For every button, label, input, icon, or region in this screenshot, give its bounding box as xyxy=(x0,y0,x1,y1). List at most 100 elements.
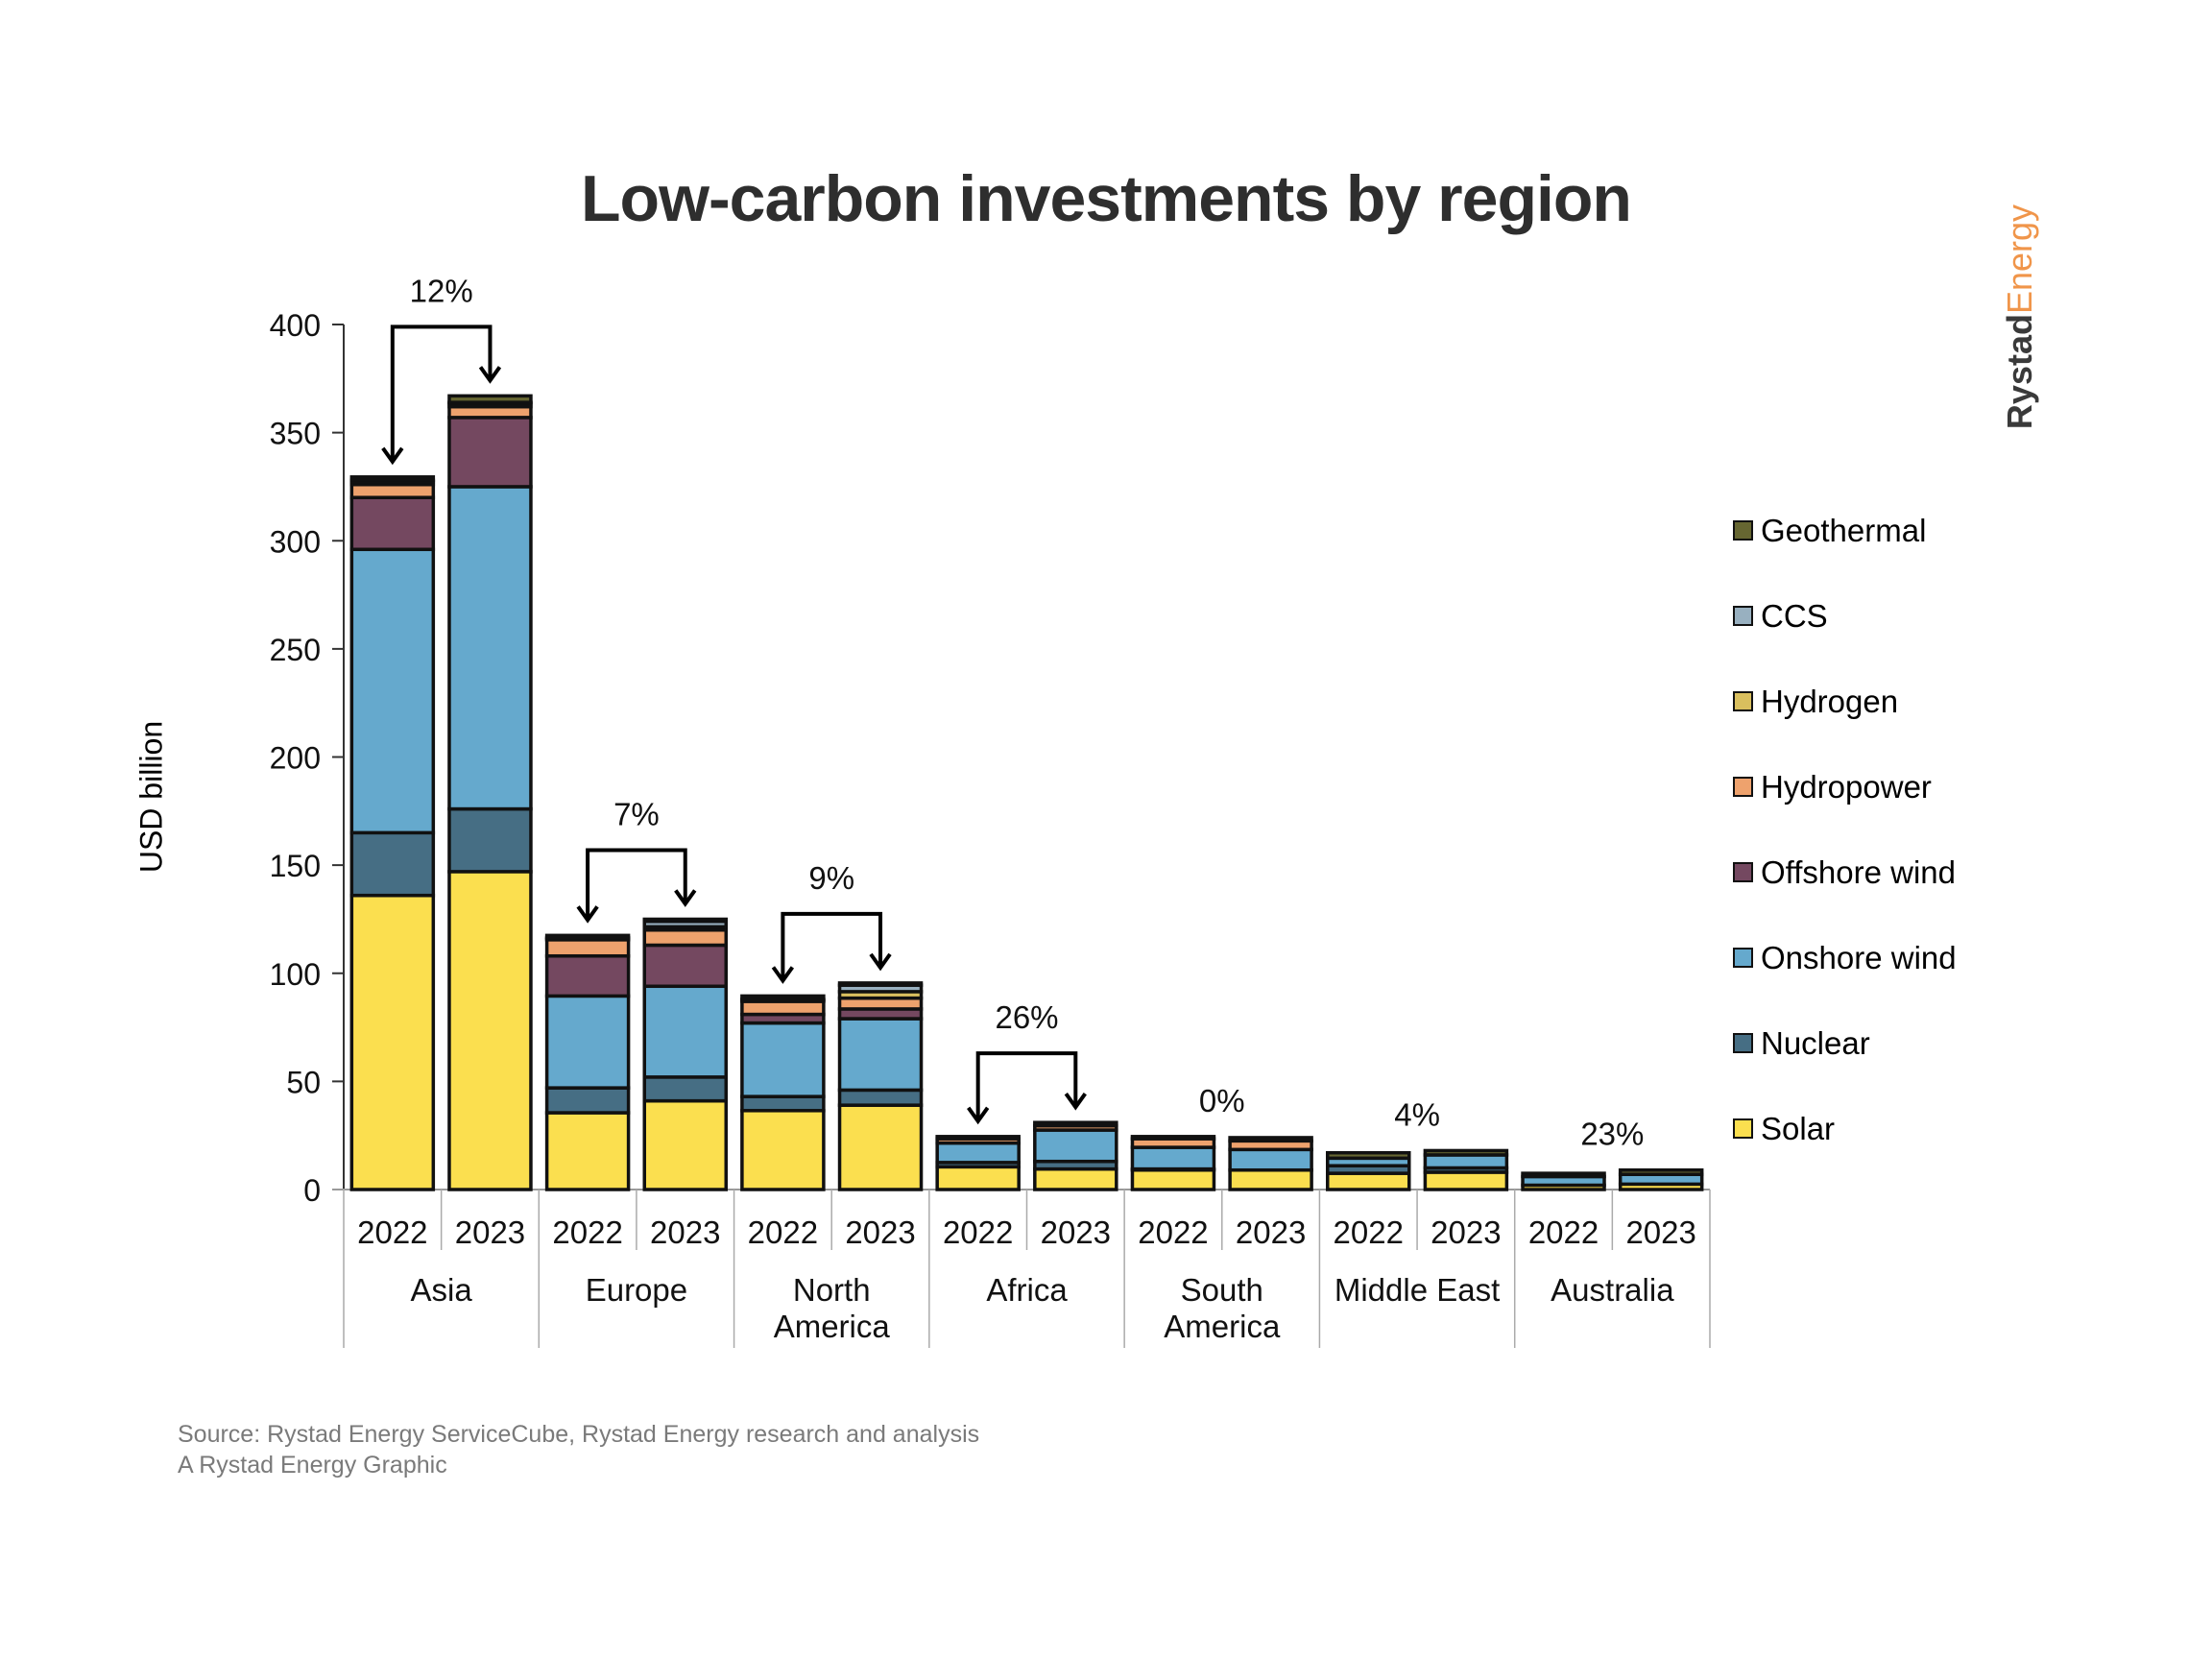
bar-segment-nuclear xyxy=(642,1075,728,1103)
legend-swatch xyxy=(1733,1033,1753,1053)
legend-swatch xyxy=(1733,606,1753,626)
bar-segment-onshore-wind xyxy=(1033,1128,1118,1164)
legend-item: Geothermal xyxy=(1733,488,1957,573)
bar-segment-geothermal xyxy=(740,994,826,1001)
bar-segment-hydropower xyxy=(642,927,728,948)
bar-segment-solar xyxy=(1423,1170,1509,1191)
bar-segment-onshore-wind xyxy=(1423,1153,1509,1170)
legend-swatch xyxy=(1733,948,1753,968)
footer: Source: Rystad Energy ServiceCube, Rysta… xyxy=(178,1419,979,1480)
x-group-label: Europe xyxy=(586,1272,687,1308)
arrow-head xyxy=(771,966,795,984)
bar-segment-nuclear xyxy=(544,1086,631,1115)
bar-segment-geothermal xyxy=(447,394,533,404)
y-tick-label: 150 xyxy=(270,849,321,883)
legend-item: Onshore wind xyxy=(1733,915,1957,1000)
bar-segment-geothermal xyxy=(1618,1167,1704,1176)
arrow-head xyxy=(576,905,599,924)
arrow-head xyxy=(478,366,502,384)
x-year-label: 2023 xyxy=(455,1214,525,1250)
bar-segment-solar xyxy=(1130,1167,1216,1191)
x-year-label: 2022 xyxy=(943,1214,1013,1250)
legend-swatch xyxy=(1733,691,1753,711)
legend-label: Hydrogen xyxy=(1761,683,1899,719)
bar-segment-hydropower xyxy=(544,938,631,958)
bar-segment-nuclear xyxy=(447,806,533,874)
bar-segment-solar xyxy=(1228,1167,1313,1191)
bar-segment-solar xyxy=(1033,1166,1118,1191)
credit-note: A Rystad Energy Graphic xyxy=(178,1452,447,1479)
bar-segment-hydropower xyxy=(349,482,436,499)
bar-segment-geothermal xyxy=(642,917,728,924)
bar-segment-onshore-wind xyxy=(642,984,728,1079)
growth-label: 7% xyxy=(613,796,660,831)
bar-segment-geothermal xyxy=(837,981,924,987)
y-tick-label: 0 xyxy=(303,1173,321,1208)
x-year-label: 2023 xyxy=(1431,1214,1501,1250)
bar-segment-onshore-wind xyxy=(447,485,533,811)
legend-item: Solar xyxy=(1733,1086,1957,1171)
legend-item: Nuclear xyxy=(1733,1000,1957,1086)
legend-swatch xyxy=(1733,777,1753,797)
x-year-label: 2023 xyxy=(1625,1214,1695,1250)
x-year-label: 2022 xyxy=(357,1214,427,1250)
legend-label: Solar xyxy=(1761,1110,1836,1146)
bar-segment-onshore-wind xyxy=(935,1141,1021,1165)
y-tick-label: 400 xyxy=(270,308,321,343)
x-year-label: 2022 xyxy=(1138,1214,1208,1250)
legend-label: CCS xyxy=(1761,597,1828,634)
arrow-head xyxy=(1064,1093,1087,1111)
bar-segment-solar xyxy=(740,1109,826,1191)
bar-segment-geothermal xyxy=(349,475,436,482)
legend-item: Hydrogen xyxy=(1733,659,1957,744)
bar-segment-onshore-wind xyxy=(740,1021,826,1098)
growth-bracket xyxy=(586,848,687,919)
bar-segment-geothermal xyxy=(935,1135,1021,1141)
chart-title: Low-carbon investments by region xyxy=(581,162,1632,235)
x-group-label: South xyxy=(1181,1272,1263,1308)
legend-item: Offshore wind xyxy=(1733,830,1957,915)
x-year-label: 2023 xyxy=(1041,1214,1111,1250)
growth-label: 4% xyxy=(1394,1096,1440,1132)
x-group-label: Asia xyxy=(411,1272,473,1308)
bar-segment-solar xyxy=(544,1111,631,1191)
bar-segment-solar xyxy=(447,870,533,1191)
bar-segment-solar xyxy=(642,1098,728,1191)
growth-bracket xyxy=(781,911,883,979)
legend-swatch xyxy=(1733,1118,1753,1139)
y-tick-label: 300 xyxy=(270,524,321,559)
legend: Geothermal CCS Hydrogen Hydropower Offshore … xyxy=(1733,488,1957,1171)
x-year-label: 2022 xyxy=(1528,1214,1599,1250)
bar-segment-solar xyxy=(1326,1171,1411,1191)
x-year-label: 2023 xyxy=(1236,1214,1306,1250)
bar-segment-geothermal xyxy=(1033,1120,1118,1128)
bar-segment-nuclear xyxy=(349,830,436,898)
x-group-label: Middle East xyxy=(1334,1272,1500,1308)
bar-segment-hydropower xyxy=(740,999,826,1017)
bar-segment-geothermal xyxy=(1521,1171,1606,1179)
bar-segment-offshore-wind xyxy=(349,495,436,552)
arrow-head xyxy=(674,889,697,907)
bar-segment-geothermal xyxy=(544,933,631,940)
growth-bracket xyxy=(975,1051,1078,1119)
y-tick-label: 200 xyxy=(270,741,321,776)
x-group-label: North xyxy=(793,1272,871,1308)
legend-item: CCS xyxy=(1733,573,1957,659)
bar-segment-onshore-wind xyxy=(837,1017,924,1093)
y-tick-label: 100 xyxy=(270,957,321,992)
bar-segment-solar xyxy=(349,893,436,1191)
legend-swatch xyxy=(1733,862,1753,882)
growth-bracket xyxy=(390,325,493,460)
y-tick-label: 350 xyxy=(270,417,321,451)
legend-label: Offshore wind xyxy=(1761,854,1956,890)
arrow-head xyxy=(381,446,404,466)
bar-segment-nuclear xyxy=(837,1088,924,1107)
legend-label: Geothermal xyxy=(1761,512,1927,548)
bar-segment-geothermal xyxy=(1130,1135,1216,1141)
legend-label: Onshore wind xyxy=(1761,939,1957,975)
bar-segment-offshore-wind xyxy=(642,943,728,989)
legend-swatch xyxy=(1733,520,1753,541)
bar-segment-solar xyxy=(837,1103,924,1191)
x-year-label: 2022 xyxy=(748,1214,818,1250)
